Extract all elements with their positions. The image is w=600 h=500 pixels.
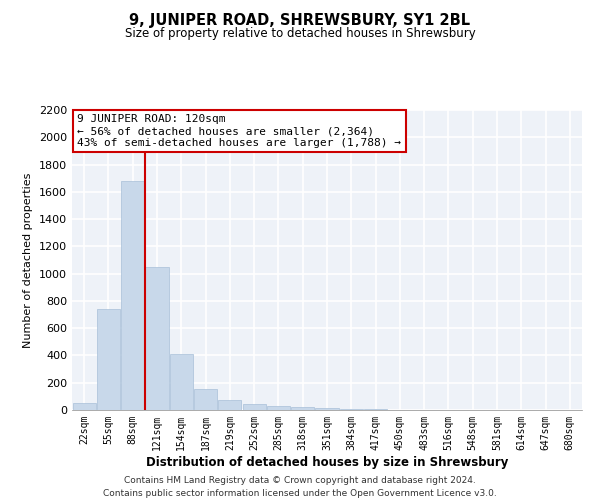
Bar: [267, 406, 290, 410]
Bar: [340, 408, 363, 410]
Bar: [194, 389, 217, 410]
Bar: [73, 402, 95, 410]
X-axis label: Distribution of detached houses by size in Shrewsbury: Distribution of detached houses by size …: [146, 456, 508, 468]
Text: 9, JUNIPER ROAD, SHREWSBURY, SY1 2BL: 9, JUNIPER ROAD, SHREWSBURY, SY1 2BL: [130, 12, 470, 28]
Text: Size of property relative to detached houses in Shrewsbury: Size of property relative to detached ho…: [125, 28, 475, 40]
Bar: [364, 409, 387, 410]
Bar: [291, 408, 314, 410]
Bar: [97, 309, 120, 410]
Text: Contains public sector information licensed under the Open Government Licence v3: Contains public sector information licen…: [103, 488, 497, 498]
Y-axis label: Number of detached properties: Number of detached properties: [23, 172, 34, 348]
Bar: [242, 404, 266, 410]
Bar: [145, 267, 169, 410]
Text: 9 JUNIPER ROAD: 120sqm
← 56% of detached houses are smaller (2,364)
43% of semi-: 9 JUNIPER ROAD: 120sqm ← 56% of detached…: [77, 114, 401, 148]
Text: Contains HM Land Registry data © Crown copyright and database right 2024.: Contains HM Land Registry data © Crown c…: [124, 476, 476, 485]
Bar: [316, 408, 338, 410]
Bar: [121, 181, 144, 410]
Bar: [170, 354, 193, 410]
Bar: [218, 400, 241, 410]
